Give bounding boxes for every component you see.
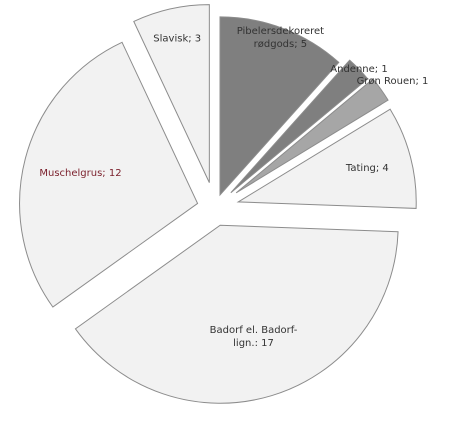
slice-label: Tating; 4 <box>345 163 389 174</box>
pie-slice <box>133 4 210 183</box>
pie-slice <box>230 59 369 194</box>
label-line: lign.: 17 <box>233 338 274 349</box>
slice-label: Grøn Rouen; 1 <box>357 76 429 87</box>
slice-label: Slavisk; 3 <box>153 33 201 44</box>
label-line: Slavisk; 3 <box>153 33 201 44</box>
label-line: Grøn Rouen; 1 <box>357 76 429 87</box>
label-line: Andenne; 1 <box>330 64 387 75</box>
slice-label: Muschelgrus; 12 <box>39 168 121 179</box>
pie-slice <box>19 41 199 308</box>
pie-slice <box>236 108 417 209</box>
pie-slice <box>219 16 340 197</box>
slice-label: Badorf el. Badorf-lign.: 17 <box>210 325 298 349</box>
pie-slice <box>235 78 389 194</box>
label-line: Muschelgrus; 12 <box>39 168 121 179</box>
slice-label: Andenne; 1 <box>330 64 387 75</box>
label-line: Pibelersdekoreret <box>237 26 324 37</box>
label-line: Badorf el. Badorf- <box>210 325 298 336</box>
label-line: Tating; 4 <box>345 163 389 174</box>
label-line: rødgods; 5 <box>254 39 308 50</box>
pie-slice <box>74 224 399 404</box>
slice-label: Pibelersdekoreret rødgods; 5 <box>237 26 324 50</box>
